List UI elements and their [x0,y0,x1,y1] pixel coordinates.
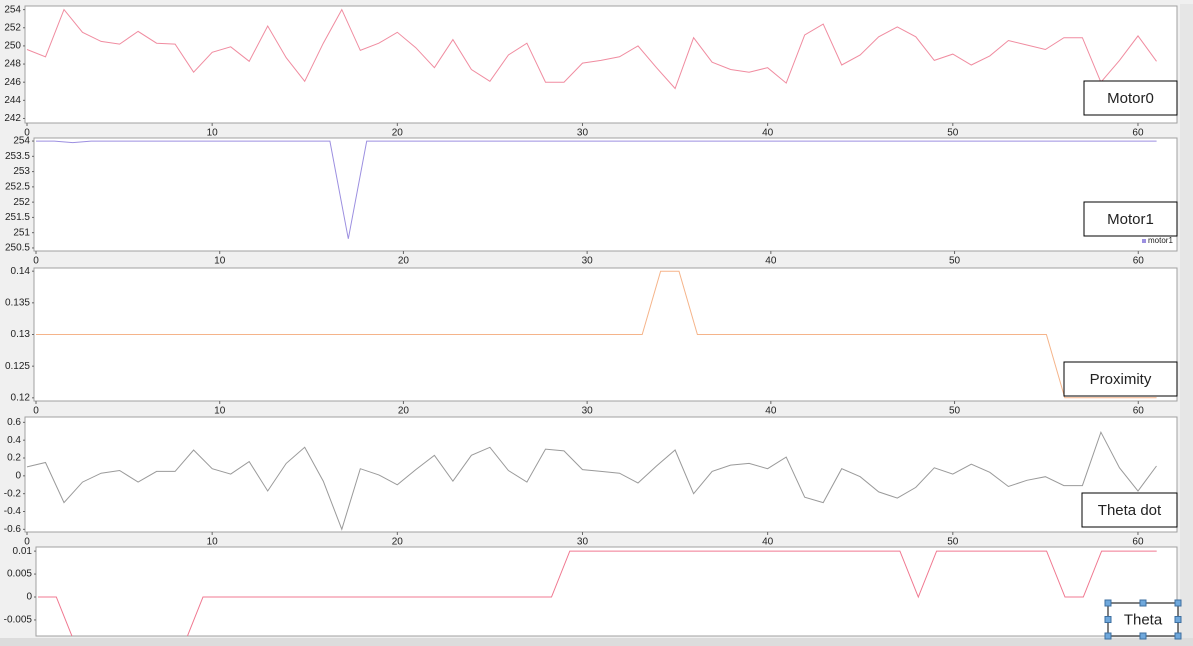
x-tick-label: 30 [577,537,589,548]
y-tick-label: 254 [4,4,21,15]
y-tick-label: 0.01 [13,546,33,557]
legend-label: motor1 [1148,236,1173,245]
y-tick-label: 0.13 [11,329,31,340]
x-tick-label: 0 [24,128,30,139]
title-box [1083,201,1178,237]
selection-handle [1174,599,1182,607]
title-box [1063,361,1178,397]
data-line [36,140,1157,239]
scrollbar[interactable] [1180,4,1193,638]
y-tick-label: 242 [4,113,21,124]
y-tick-label: 0.005 [7,569,32,580]
y-tick-label: 0 [15,470,21,481]
chart-title: Theta dot [1098,502,1162,519]
y-tick-label: 0.6 [7,417,21,428]
x-tick-label: 40 [762,537,774,548]
x-tick-label: 10 [207,128,219,139]
data-line [36,270,1157,399]
x-tick-label: 50 [949,256,961,267]
selection-handle [1174,632,1182,640]
selection-handle [1139,632,1147,640]
x-tick-label: 50 [947,128,959,139]
x-tick-label: 30 [577,128,589,139]
x-tick-label: 0 [24,537,30,548]
chart-title: Theta [1124,611,1163,628]
x-tick-label: 30 [582,256,594,267]
y-tick-label: 251.5 [5,212,30,223]
y-tick-label: 0.12 [11,392,31,403]
plot-area [24,416,1178,533]
y-tick-label: -0.2 [4,488,22,499]
y-tick-label: 0.125 [5,361,30,372]
x-tick-label: 60 [1132,537,1144,548]
x-tick-label: 50 [947,537,959,548]
x-tick-label: 50 [949,406,961,417]
y-tick-label: 250.5 [5,243,30,254]
x-tick-label: 60 [1133,406,1145,417]
y-tick-label: 0.4 [7,435,21,446]
x-tick-label: 40 [765,256,777,267]
selection-handle [1174,616,1182,623]
title-box [1081,492,1178,528]
plot-area [24,5,1178,124]
x-tick-label: 40 [765,406,777,417]
y-tick-label: 244 [4,95,21,106]
x-tick-label: 10 [214,256,226,267]
chart-title: Motor0 [1107,90,1154,107]
data-line [38,550,1157,636]
y-tick-label: -0.4 [4,506,22,517]
chart-title: Motor1 [1107,211,1154,228]
x-tick-label: 20 [398,406,410,417]
y-tick-label: 248 [4,59,21,70]
x-tick-label: 0 [33,406,39,417]
x-tick-label: 20 [392,128,404,139]
y-tick-label: 252.5 [5,182,30,193]
x-tick-label: 20 [392,537,404,548]
y-tick-label: 246 [4,77,21,88]
x-tick-label: 10 [207,537,219,548]
plot-area [35,546,1178,637]
tab-bar [0,638,1193,646]
x-tick-label: 40 [762,128,774,139]
y-tick-label: 0 [26,592,32,603]
y-tick-label: -0.6 [4,524,22,535]
x-tick-label: 20 [398,256,410,267]
y-tick-label: -0.005 [4,615,33,626]
y-tick-label: 252 [13,197,30,208]
y-tick-label: 0.14 [11,266,31,277]
selection-handle [1139,599,1147,607]
selection-handle [1104,599,1112,607]
y-tick-label: 253 [13,166,30,177]
x-tick-label: 30 [582,406,594,417]
y-tick-label: 250 [4,41,21,52]
legend-swatch [1142,239,1146,243]
x-tick-label: 60 [1133,256,1145,267]
x-tick-label: 60 [1132,128,1144,139]
x-tick-label: 10 [214,406,226,417]
y-tick-label: 254 [13,136,30,147]
y-tick-label: 251 [13,227,30,238]
selection-handle [1104,616,1112,623]
chart-title: Proximity [1090,371,1152,388]
data-line [26,8,1157,90]
y-tick-label: 252 [4,22,21,33]
selection-handle [1104,632,1112,640]
y-tick-label: 0.135 [5,297,30,308]
y-tick-label: 253.5 [5,151,30,162]
y-tick-label: 0.2 [7,453,21,464]
x-tick-label: 0 [33,256,39,267]
data-line [26,430,1157,531]
title-box [1083,80,1178,116]
plot-area [33,137,1178,252]
